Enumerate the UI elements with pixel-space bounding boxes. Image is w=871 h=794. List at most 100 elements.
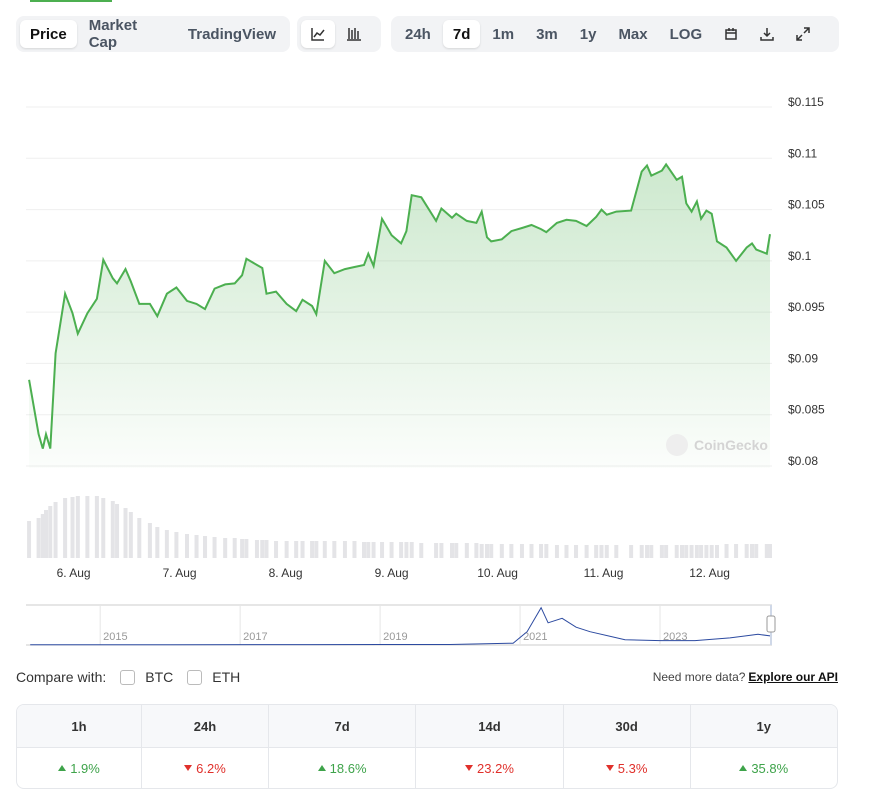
volume-bar [27, 521, 32, 558]
price-line [28, 162, 771, 449]
icon-path [796, 27, 810, 41]
view-tab[interactable]: Market Cap [88, 17, 138, 51]
compare-option[interactable]: BTC [120, 669, 173, 685]
range-tab[interactable]: 3m [536, 25, 558, 43]
candle-chart-button[interactable] [337, 20, 371, 48]
x-tick-label: 7. Aug [163, 566, 197, 580]
volume-bar [232, 538, 237, 558]
download-button[interactable] [750, 20, 784, 48]
volume-bar [110, 501, 115, 558]
volume-bar [185, 534, 189, 558]
checkbox[interactable] [187, 669, 203, 685]
volume-bar [36, 518, 41, 558]
volume-bar [539, 544, 544, 558]
change-cell: 35.8% [689, 747, 837, 788]
range-tab[interactable]: 24h [405, 25, 431, 43]
api-link[interactable]: Explore our API [748, 670, 838, 684]
fullscreen-button[interactable] [786, 20, 820, 48]
volume-bar [409, 542, 414, 558]
volume-bar [174, 532, 179, 558]
checkbox[interactable] [120, 669, 136, 685]
volume-bar [123, 508, 128, 558]
volume-bar [629, 545, 634, 558]
volume-bar [294, 541, 299, 558]
volume-bar [454, 543, 459, 558]
volume-bar [704, 545, 709, 558]
volume-bar [147, 523, 152, 558]
chart-type [297, 16, 381, 52]
period-header: 14d [415, 705, 563, 747]
navigator-tick-label: 2023 [663, 631, 687, 643]
y-tick-label: $0.105 [788, 198, 825, 212]
compare-option-label: ETH [212, 669, 241, 685]
view-tab[interactable]: Price [20, 20, 77, 48]
range-tab[interactable]: Max [618, 25, 648, 43]
icon [725, 28, 737, 40]
watermark-logo [666, 434, 688, 456]
volume-bar [564, 545, 569, 558]
volume-bar [352, 541, 357, 558]
x-tick-label: 11. Aug [584, 566, 624, 580]
api-note: Need more data? Explore our API [653, 670, 838, 684]
volume-bar [709, 545, 714, 558]
volume-bar [128, 512, 133, 558]
period-header: 7d [267, 705, 416, 747]
volume-bar [212, 537, 217, 558]
volume-bar [404, 542, 409, 558]
navigator-handle [766, 615, 776, 633]
volume-bar [554, 545, 559, 558]
change-cell: 6.2% [141, 747, 268, 788]
volume-bar [434, 543, 439, 558]
volume-bar [264, 540, 269, 558]
volume-bar [70, 497, 75, 558]
volume-bar [464, 543, 469, 558]
volume-bar [137, 518, 142, 558]
range-tab[interactable]: LOG [669, 25, 703, 43]
period-header: 24h [141, 705, 268, 747]
view-tab[interactable]: TradingView [187, 25, 276, 43]
compare-option[interactable]: ETH [187, 669, 240, 685]
volume-bar [155, 527, 160, 558]
volume-bar [63, 498, 68, 558]
volume-bar [419, 543, 424, 558]
volume-bar [203, 536, 208, 558]
volume-bar [439, 543, 444, 558]
line-chart-button[interactable] [301, 20, 335, 48]
volume-bar [574, 545, 579, 558]
price-area [29, 164, 771, 468]
trend-arrow [317, 764, 326, 771]
calendar-button[interactable] [714, 20, 748, 48]
volume-bar [300, 541, 305, 558]
volume-bar [115, 504, 120, 558]
volume-bar [724, 544, 729, 558]
change-value: 18.6% [329, 760, 367, 776]
volume-bar [362, 542, 367, 558]
volume-bar [509, 544, 514, 558]
volume-bar [484, 544, 489, 558]
volume-bar [749, 544, 754, 558]
volume-bar [639, 545, 644, 558]
period-header: 1h [17, 705, 142, 747]
volume-bar [764, 544, 769, 558]
volume-bar [664, 545, 669, 558]
volume-bar [489, 544, 494, 558]
compare-option-label: BTC [145, 669, 174, 685]
volume-bar [479, 544, 484, 558]
volume-bar [744, 544, 749, 558]
compare: Compare with: BTC ETH [16, 669, 240, 685]
range-tab[interactable]: 1m [492, 25, 515, 43]
x-tick-label: 6. Aug [57, 566, 91, 580]
volume-bar [649, 545, 654, 558]
range-tab[interactable]: 1y [579, 25, 597, 43]
volume-bar [310, 541, 315, 558]
view-tabs: Price Market Cap TradingView [16, 16, 290, 52]
volume-bar [85, 496, 90, 558]
range-tab[interactable]: 7d [442, 20, 481, 48]
x-tick-label: 8. Aug [269, 566, 303, 580]
volume-bar [53, 502, 58, 558]
volume-bar [260, 540, 265, 558]
trend-arrow [184, 764, 193, 771]
change-value: 1.9% [70, 760, 100, 776]
volume-bar [684, 545, 689, 558]
